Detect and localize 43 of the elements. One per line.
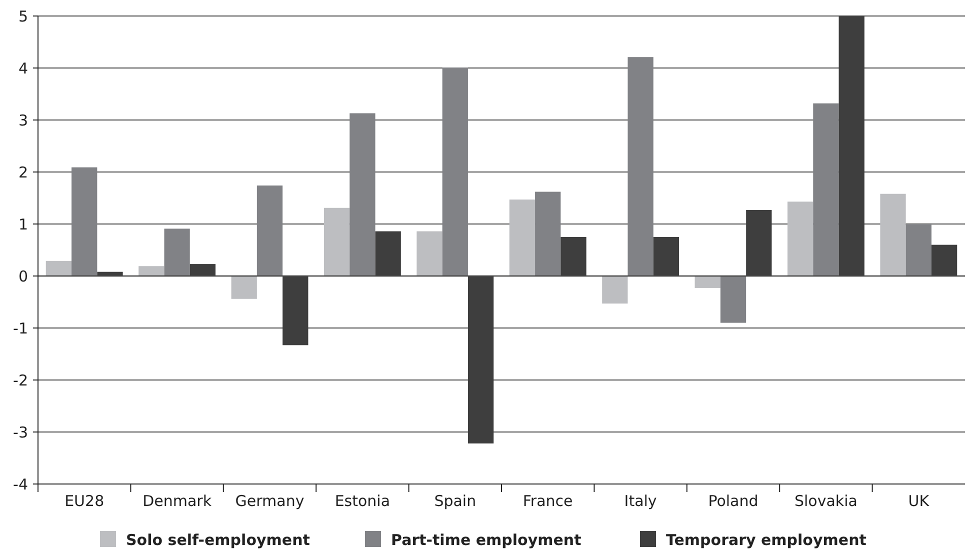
y-tick-label: -4 xyxy=(13,475,28,494)
y-tick-label: 4 xyxy=(18,59,28,78)
y-tick-label: 2 xyxy=(18,163,28,182)
bar xyxy=(906,224,932,276)
y-tick-label: 3 xyxy=(18,111,28,130)
y-tick-label: -1 xyxy=(13,319,28,338)
y-tick-label: 0 xyxy=(18,267,28,286)
x-tick-label: Italy xyxy=(624,492,657,510)
bar xyxy=(880,194,906,276)
bar xyxy=(138,266,164,276)
x-tick-label: Germany xyxy=(235,492,304,510)
y-tick-label: 5 xyxy=(18,7,28,26)
bar xyxy=(628,57,654,276)
bar xyxy=(256,186,283,276)
bar xyxy=(231,276,257,299)
bar xyxy=(813,103,839,276)
bar xyxy=(164,228,190,276)
x-tick-label: Denmark xyxy=(142,492,212,510)
x-tick-label: UK xyxy=(908,492,930,510)
x-tick-label: Estonia xyxy=(334,492,390,510)
bar xyxy=(442,67,468,276)
bar xyxy=(535,192,561,276)
bar xyxy=(787,202,814,276)
x-tick-label: Poland xyxy=(708,492,758,510)
legend-label: Part-time employment xyxy=(391,531,582,549)
bar xyxy=(416,231,442,276)
bar xyxy=(509,200,536,276)
x-tick-label: Slovakia xyxy=(794,492,858,510)
bar xyxy=(602,276,628,304)
x-tick-label: France xyxy=(522,492,573,510)
bar xyxy=(72,167,98,276)
bar xyxy=(350,113,376,276)
legend-label: Temporary employment xyxy=(666,531,866,549)
y-tick-label: -2 xyxy=(13,371,28,390)
bar xyxy=(46,260,72,276)
bar xyxy=(324,208,350,276)
x-tick-label: EU28 xyxy=(64,492,104,510)
y-tick-label: 1 xyxy=(18,215,28,234)
bar xyxy=(720,276,746,323)
x-tick-label: Spain xyxy=(434,492,476,510)
y-tick-label: -3 xyxy=(13,423,28,442)
bar xyxy=(694,276,720,288)
legend-label: Solo self-employment xyxy=(126,531,310,549)
